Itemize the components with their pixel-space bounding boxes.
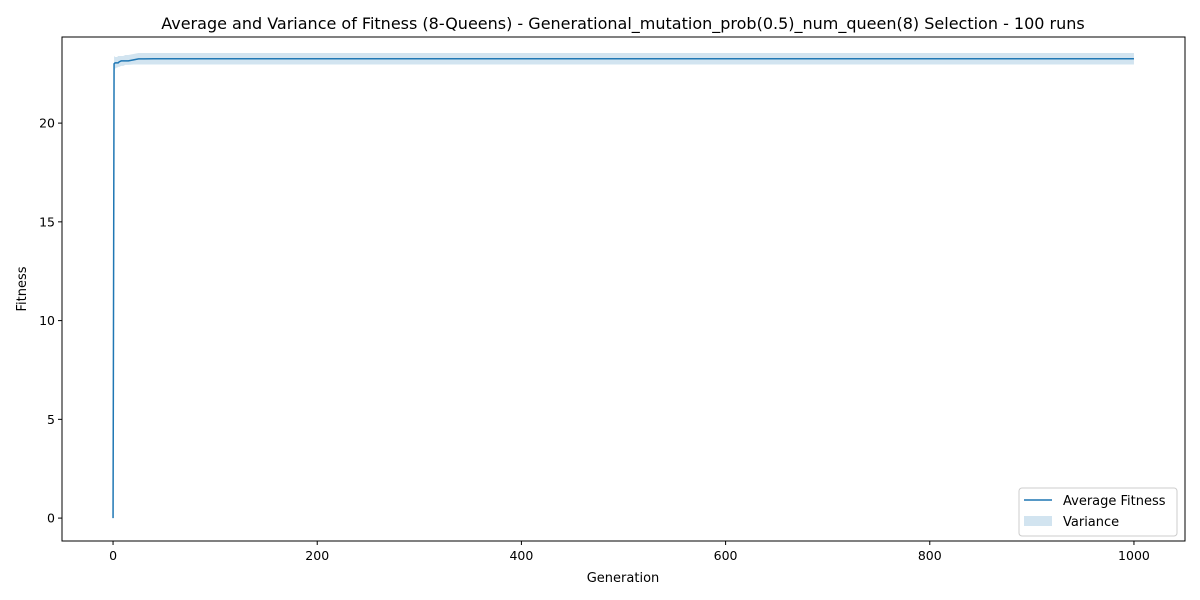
x-tick-label: 800 xyxy=(918,548,942,563)
legend-average-fitness-label: Average Fitness xyxy=(1063,494,1166,509)
average-fitness-line xyxy=(112,57,1134,519)
x-axis-ticks: 0 200 400 600 800 1000 xyxy=(109,541,1150,563)
y-tick-label: 10 xyxy=(39,313,55,328)
x-tick-label: 400 xyxy=(509,548,533,563)
variance-band xyxy=(113,53,1134,519)
x-tick-label: 200 xyxy=(305,548,329,563)
chart-title: Average and Variance of Fitness (8-Queen… xyxy=(161,14,1085,34)
y-tick-label: 20 xyxy=(39,116,55,131)
axes-frame xyxy=(61,36,1186,542)
y-tick-label: 5 xyxy=(47,412,55,427)
y-tick-label: 0 xyxy=(47,511,55,526)
y-axis-ticks: 0 5 10 15 20 xyxy=(39,116,62,526)
x-tick-label: 600 xyxy=(714,548,738,563)
legend-variance-swatch xyxy=(1024,516,1052,526)
y-tick-label: 15 xyxy=(39,214,55,229)
plot-area xyxy=(112,53,1134,519)
x-tick-label: 0 xyxy=(109,548,117,563)
y-axis-label: Fitness xyxy=(15,266,30,311)
x-tick-label: 1000 xyxy=(1118,548,1150,563)
legend: Average Fitness Variance xyxy=(1018,487,1178,537)
legend-box xyxy=(1018,487,1178,537)
x-axis-label: Generation xyxy=(587,571,660,586)
legend-variance-label: Variance xyxy=(1063,515,1119,530)
